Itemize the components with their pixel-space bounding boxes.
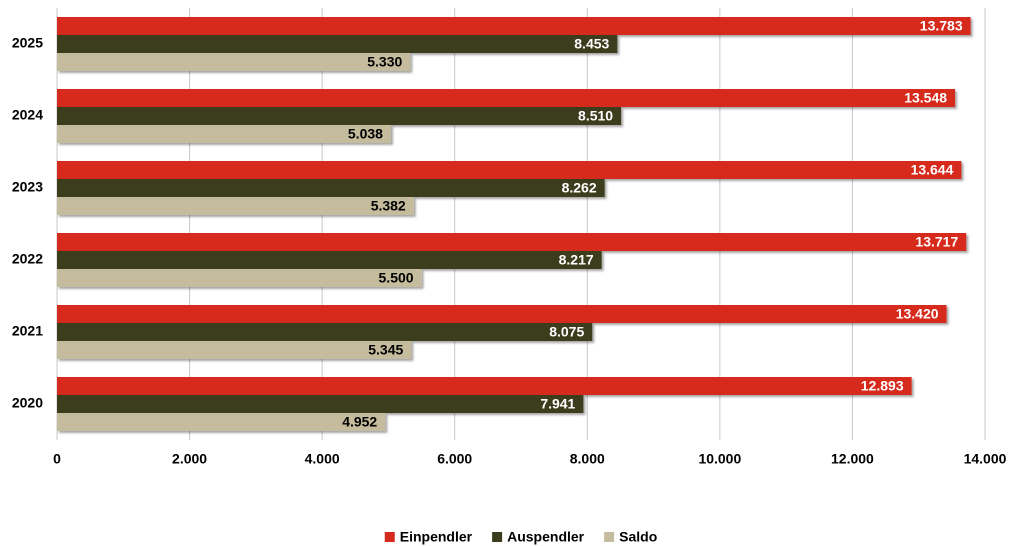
x-tick-label: 6.000 — [437, 451, 472, 467]
legend-label: Auspendler — [507, 529, 585, 545]
data-label: 7.941 — [540, 396, 575, 412]
data-label: 8.453 — [574, 36, 609, 52]
data-label: 5.500 — [379, 270, 414, 286]
bar — [57, 17, 971, 35]
data-label: 8.262 — [562, 180, 597, 196]
data-label: 13.420 — [896, 306, 939, 322]
data-label: 8.510 — [578, 108, 613, 124]
legend-swatch — [604, 532, 615, 542]
bar — [57, 377, 912, 395]
bar — [57, 197, 414, 215]
bar — [57, 53, 411, 71]
data-label: 13.783 — [920, 18, 963, 34]
legend-label: Saldo — [619, 529, 657, 545]
x-tick-label: 8.000 — [570, 451, 605, 467]
data-label: 5.345 — [368, 342, 403, 358]
bar — [57, 233, 967, 251]
data-label: 5.330 — [367, 54, 402, 70]
data-label: 13.717 — [915, 234, 958, 250]
data-label: 12.893 — [861, 378, 904, 394]
legend-swatch — [384, 532, 395, 542]
bar — [57, 161, 962, 179]
x-tick-label: 10.000 — [698, 451, 741, 467]
x-tick-label: 4.000 — [305, 451, 340, 467]
data-label: 5.038 — [348, 126, 383, 142]
data-label: 13.548 — [904, 90, 947, 106]
bar — [57, 125, 391, 143]
bar — [57, 395, 584, 413]
x-tick-label: 2.000 — [172, 451, 207, 467]
legend-label: Einpendler — [400, 529, 473, 545]
y-tick-label: 2023 — [12, 179, 43, 195]
bar — [57, 179, 605, 197]
bar — [57, 413, 386, 431]
bar — [57, 89, 956, 107]
x-tick-label: 14.000 — [964, 451, 1007, 467]
y-tick-label: 2022 — [12, 251, 43, 267]
data-label: 8.217 — [559, 252, 594, 268]
bar — [57, 35, 618, 53]
bar — [57, 251, 602, 269]
bar — [57, 341, 412, 359]
bar — [57, 323, 593, 341]
bar — [57, 107, 622, 125]
data-label: 8.075 — [549, 324, 584, 340]
y-tick-label: 2021 — [12, 323, 43, 339]
data-label: 13.644 — [911, 162, 954, 178]
y-tick-label: 2020 — [12, 395, 43, 411]
bar — [57, 269, 422, 287]
y-tick-label: 2024 — [12, 107, 43, 123]
x-tick-label: 12.000 — [831, 451, 874, 467]
y-tick-label: 2025 — [12, 35, 43, 51]
data-label: 5.382 — [371, 198, 406, 214]
x-tick-label: 0 — [53, 451, 61, 467]
bar — [57, 305, 947, 323]
data-label: 4.952 — [342, 414, 377, 430]
legend-swatch — [492, 532, 503, 542]
